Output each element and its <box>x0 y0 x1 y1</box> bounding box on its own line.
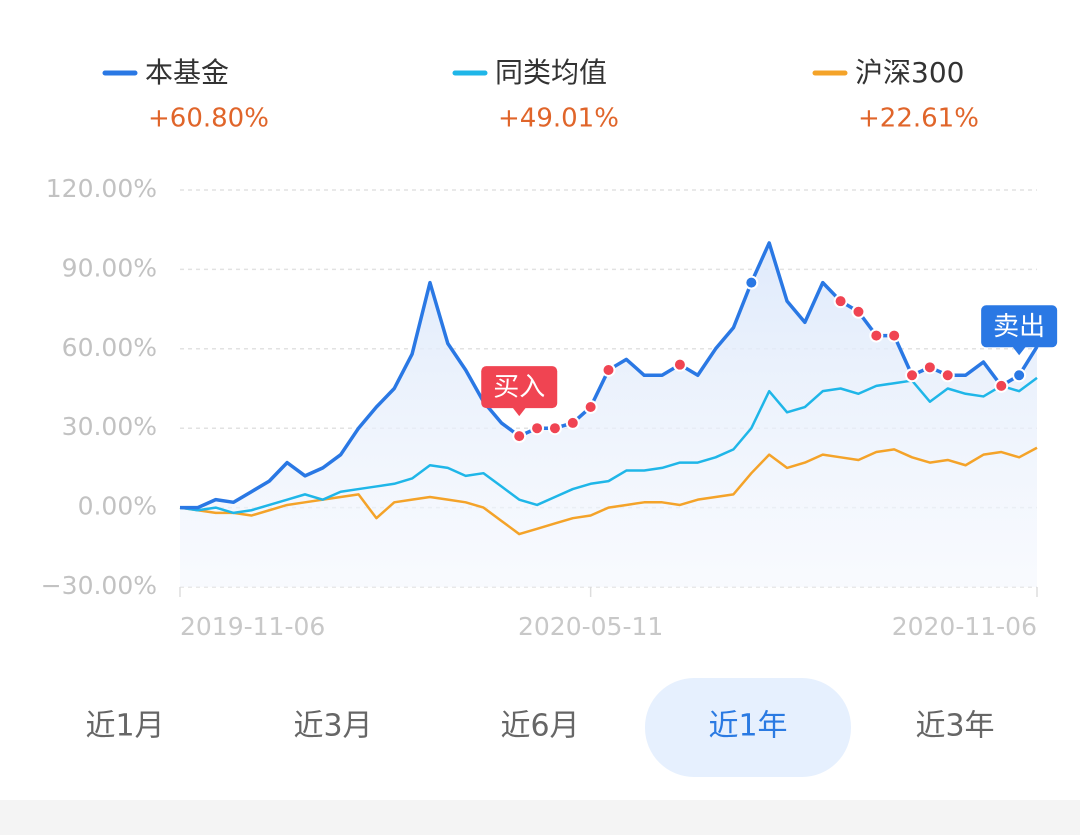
trade-point <box>905 368 920 383</box>
legend-label: 沪深300 <box>855 56 964 89</box>
series-line <box>179 376 1038 515</box>
tab[interactable]: 近1月 <box>85 709 164 744</box>
y-tick-label: 0.00% <box>78 492 157 521</box>
trade-point <box>583 400 598 415</box>
y-tick-label: 60.00% <box>62 333 157 362</box>
trade-point <box>869 328 884 343</box>
y-tick-label: −30.00% <box>41 571 157 600</box>
y-tick-label: 120.00% <box>46 174 157 203</box>
x-tick-label: 2020-05-11 <box>518 612 663 641</box>
trade-point <box>530 421 545 436</box>
trade-point <box>887 328 902 343</box>
tab[interactable]: 近1年 <box>708 709 787 744</box>
trade-point <box>512 429 527 444</box>
tab[interactable]: 近3年 <box>915 709 994 744</box>
area <box>180 242 1037 587</box>
trade-point <box>601 362 616 377</box>
legend-label: 本基金 <box>145 56 229 89</box>
trade-point <box>851 304 866 319</box>
legend-return: +49.01% <box>498 104 619 134</box>
trade-point <box>547 421 562 436</box>
annotation-label: 买入 <box>493 373 545 403</box>
bottom-strip <box>0 800 1080 835</box>
trade-point <box>744 275 759 290</box>
annotation-box <box>981 305 1058 348</box>
legend-label: 同类均值 <box>495 56 607 89</box>
annotation-label: 卖出 <box>993 312 1045 342</box>
legend-return: +60.80% <box>148 104 269 134</box>
trade-point <box>565 415 580 430</box>
trade-point <box>1012 368 1027 383</box>
annotation-tail <box>1012 346 1027 356</box>
annotation-tail <box>512 407 527 417</box>
y-tick-label: 30.00% <box>62 412 157 441</box>
trade-point <box>994 378 1009 393</box>
tab[interactable]: 近3月 <box>293 709 372 744</box>
trade-point <box>833 294 848 309</box>
tab-active-bg <box>645 678 851 777</box>
tab[interactable]: 近6月 <box>500 709 579 744</box>
trade-point <box>922 360 937 375</box>
annotation-box <box>481 366 558 409</box>
x-tick-label: 2020-11-06 <box>892 612 1037 641</box>
trade-point <box>672 357 687 372</box>
x-tick-label: 2019-11-06 <box>180 612 325 641</box>
trade-point <box>940 368 955 383</box>
legend-return: +22.61% <box>858 104 979 134</box>
y-tick-label: 90.00% <box>62 253 157 282</box>
